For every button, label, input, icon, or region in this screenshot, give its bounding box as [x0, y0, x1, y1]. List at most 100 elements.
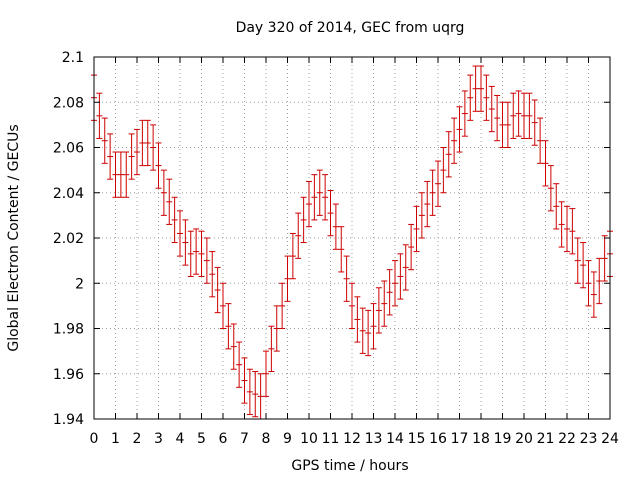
data-point [327, 189, 334, 237]
data-point [220, 282, 226, 329]
data-point [386, 269, 393, 316]
data-series [91, 65, 613, 420]
data-point [445, 131, 452, 178]
data-point [354, 296, 361, 343]
x-tick-label: 2 [133, 431, 142, 447]
data-point [590, 271, 597, 318]
data-point [107, 133, 114, 180]
data-point [553, 183, 560, 230]
data-point [279, 282, 286, 329]
data-point [375, 287, 382, 334]
y-axis-label: Global Electron Content / GECUs [6, 124, 22, 351]
data-point [569, 208, 576, 255]
data-point [144, 119, 151, 167]
x-tick-label: 21 [537, 431, 555, 447]
x-tick-label: 7 [240, 431, 249, 447]
data-point [117, 151, 124, 198]
data-point [370, 303, 377, 350]
x-tick-label: 12 [343, 431, 361, 447]
data-point [451, 117, 458, 164]
data-point [284, 255, 291, 302]
data-point [601, 235, 608, 282]
y-tick-label: 2.02 [53, 231, 84, 247]
y-tick-label: 2 [75, 276, 84, 292]
data-point [300, 196, 307, 244]
data-point [311, 174, 318, 221]
data-point [241, 357, 248, 404]
x-tick-label: 9 [283, 431, 292, 447]
data-point [150, 124, 157, 171]
y-tick-label: 2.08 [53, 95, 84, 111]
data-point [531, 99, 538, 146]
data-point [413, 205, 420, 253]
data-point [349, 282, 355, 329]
y-tick-label: 2.04 [53, 186, 84, 202]
x-axis-label: GPS time / hours [291, 458, 408, 474]
data-point [198, 230, 205, 277]
x-tick-label: 0 [90, 431, 99, 447]
data-point [435, 160, 441, 207]
x-tick-label: 13 [365, 431, 383, 447]
data-point [483, 74, 490, 121]
data-point [596, 257, 603, 305]
data-point [424, 180, 431, 228]
data-point [359, 307, 366, 354]
data-point [209, 251, 216, 298]
data-point [225, 303, 232, 350]
y-tick-label: 1.96 [53, 367, 84, 383]
data-point [306, 180, 312, 228]
data-point [478, 65, 484, 112]
data-point [338, 226, 345, 273]
data-point [332, 203, 339, 250]
data-point [155, 142, 162, 189]
x-tick-label: 5 [197, 431, 206, 447]
data-point [418, 192, 425, 239]
data-point [134, 128, 140, 176]
data-point [193, 228, 200, 275]
y-tick-label: 1.94 [53, 412, 84, 428]
data-point [365, 309, 372, 357]
data-point [488, 85, 495, 133]
data-point [166, 178, 173, 225]
y-tick-label: 2.1 [62, 50, 84, 66]
data-point [408, 223, 415, 271]
data-point [521, 92, 527, 139]
data-point [252, 370, 259, 418]
axis-ticks [93, 56, 611, 420]
x-tick-label: 16 [429, 431, 447, 447]
data-point [467, 74, 474, 121]
data-point [456, 106, 463, 153]
data-point [160, 169, 167, 216]
x-tick-label: 1 [111, 431, 120, 447]
x-tick-label: 23 [580, 431, 598, 447]
data-point [392, 260, 398, 307]
x-tick-label: 14 [386, 431, 404, 447]
tick-labels: 0 1 2 3 4 5 6 7 8 9 10 11 12 13 14 15 16 17 18 19 20 21 22 23 24… [53, 50, 619, 447]
x-tick-label: 4 [176, 431, 185, 447]
data-point [187, 230, 194, 277]
data-point [139, 119, 146, 167]
x-tick-label: 15 [408, 431, 426, 447]
data-point [585, 260, 592, 307]
y-tick-label: 1.98 [53, 322, 84, 338]
x-tick-label: 8 [262, 431, 271, 447]
data-point [429, 169, 436, 216]
x-tick-label: 20 [515, 431, 533, 447]
data-point [236, 341, 243, 388]
data-point [230, 323, 237, 370]
data-point [343, 255, 350, 302]
x-tick-label: 3 [154, 431, 163, 447]
data-point [515, 90, 522, 137]
y-tick-label: 2.06 [53, 141, 84, 157]
data-point [542, 140, 549, 187]
data-point [547, 165, 554, 212]
data-point [177, 210, 183, 257]
data-point [295, 212, 302, 259]
data-point [182, 219, 189, 266]
x-tick-label: 11 [322, 431, 340, 447]
data-point [564, 205, 570, 253]
data-point [402, 244, 409, 291]
data-point [537, 117, 544, 164]
data-point [316, 169, 323, 216]
